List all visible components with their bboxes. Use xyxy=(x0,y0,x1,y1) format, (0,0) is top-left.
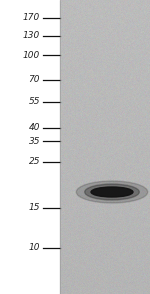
Text: 170: 170 xyxy=(23,14,40,23)
Ellipse shape xyxy=(91,187,133,197)
Ellipse shape xyxy=(85,184,139,200)
Ellipse shape xyxy=(76,181,148,203)
Text: 40: 40 xyxy=(28,123,40,133)
Text: 55: 55 xyxy=(28,98,40,106)
Text: 100: 100 xyxy=(23,51,40,59)
Text: 15: 15 xyxy=(28,203,40,213)
Bar xyxy=(60,0,150,294)
Text: 70: 70 xyxy=(28,76,40,84)
Text: 35: 35 xyxy=(28,136,40,146)
Text: 25: 25 xyxy=(28,158,40,166)
Text: 130: 130 xyxy=(23,31,40,41)
Text: 10: 10 xyxy=(28,243,40,253)
